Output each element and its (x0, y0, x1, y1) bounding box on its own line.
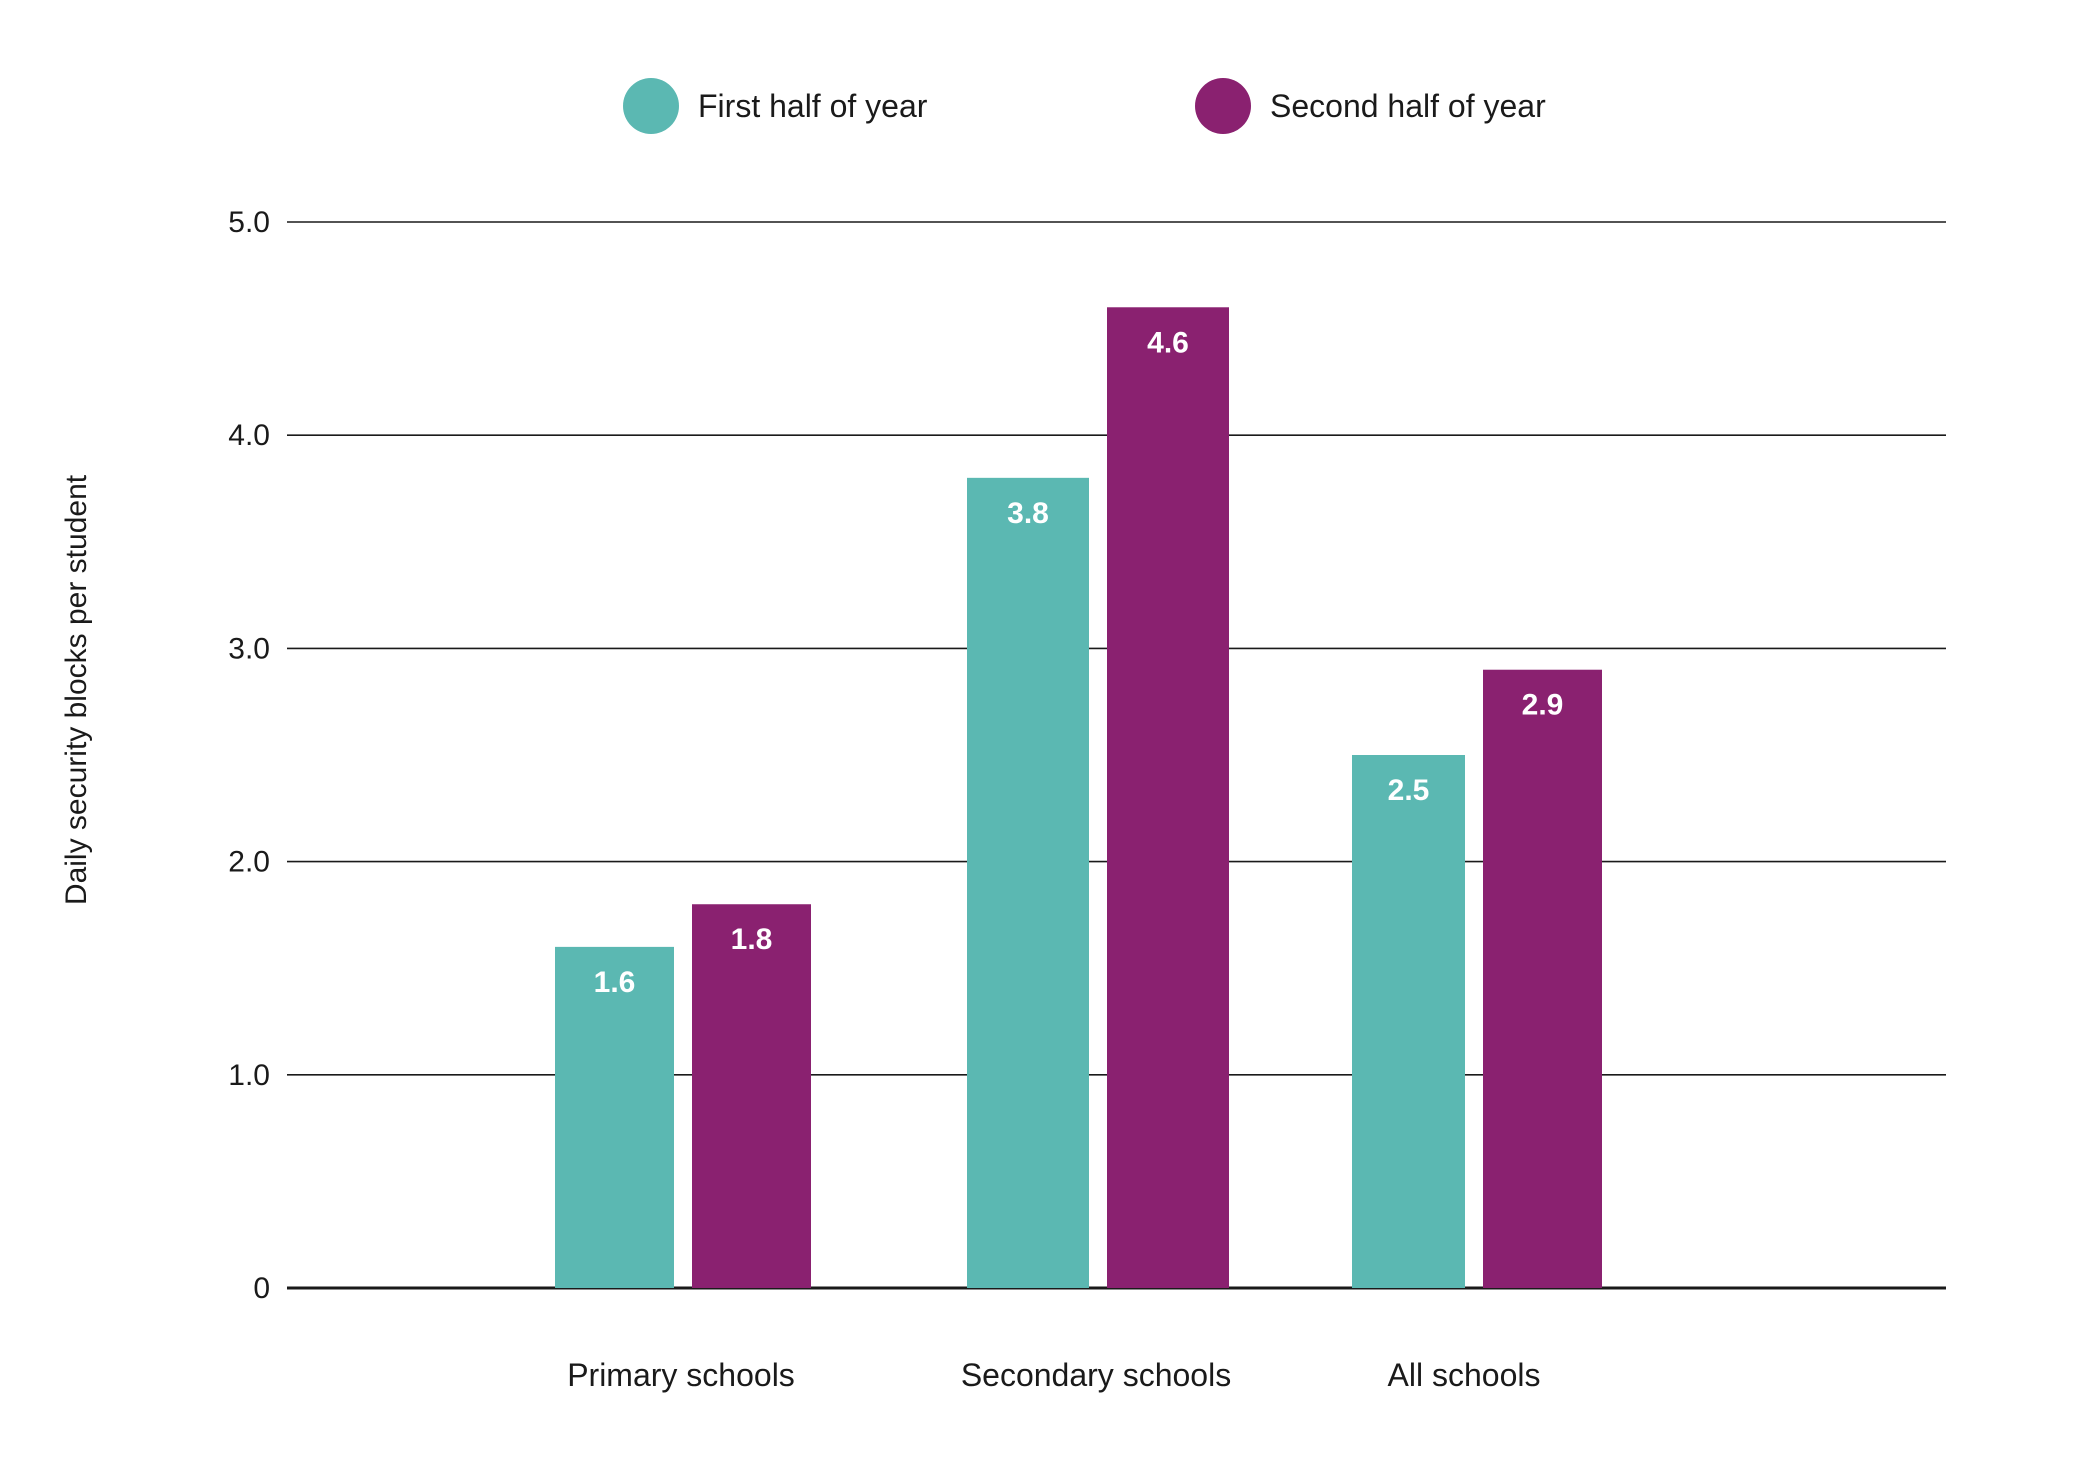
data-label: 3.8 (1007, 497, 1049, 530)
y-tick-label: 3.0 (228, 632, 270, 665)
legend-label: First half of year (698, 88, 928, 124)
x-tick-label: Primary schools (567, 1357, 795, 1393)
x-tick-label: All schools (1388, 1357, 1541, 1393)
data-label: 2.5 (1388, 774, 1430, 807)
bar-second-half (1483, 669, 1602, 1288)
data-labels: 1.6 1.8 3.8 4.6 2.5 2.9 (594, 326, 1564, 999)
y-tick-label: 1.0 (228, 1059, 270, 1092)
bar-first-half (555, 946, 674, 1288)
legend: First half of year Second half of year (623, 78, 1546, 134)
y-tick-label: 4.0 (228, 419, 270, 452)
data-label: 1.6 (594, 966, 636, 999)
y-tick-label: 5.0 (228, 206, 270, 239)
legend-label: Second half of year (1270, 88, 1546, 124)
data-label: 2.9 (1522, 689, 1564, 722)
bar-second-half (1107, 307, 1229, 1288)
y-tick-label: 2.0 (228, 846, 270, 879)
y-tick-label: 0 (253, 1272, 270, 1305)
legend-swatch (623, 78, 679, 134)
legend-swatch (1195, 78, 1251, 134)
axes: 0 1.0 2.0 3.0 4.0 5.0 Primary schools Secondary… (228, 206, 1540, 1393)
bar-first-half (1352, 755, 1465, 1288)
data-label: 4.6 (1147, 326, 1189, 359)
bar-second-half (692, 904, 811, 1288)
x-tick-label: Secondary schools (961, 1357, 1231, 1393)
y-axis-title: Daily security blocks per student (60, 474, 93, 905)
data-label: 1.8 (731, 923, 773, 956)
bar-first-half (967, 477, 1089, 1289)
bars (555, 307, 1602, 1289)
